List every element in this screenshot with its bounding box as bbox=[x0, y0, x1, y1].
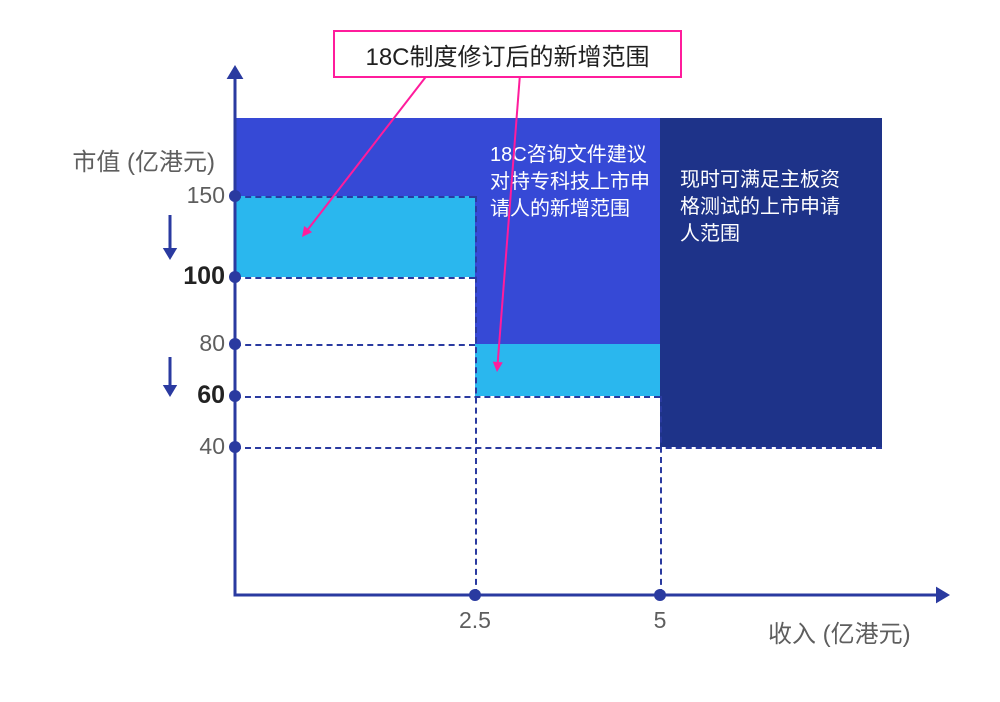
callout-leaders bbox=[0, 0, 1000, 702]
callout-text: 18C制度修订后的新增范围 bbox=[365, 37, 649, 72]
chart-stage: { "canvas": { "width": 1000, "height": 7… bbox=[0, 0, 1000, 702]
callout-box: 18C制度修订后的新增范围 bbox=[333, 30, 682, 78]
